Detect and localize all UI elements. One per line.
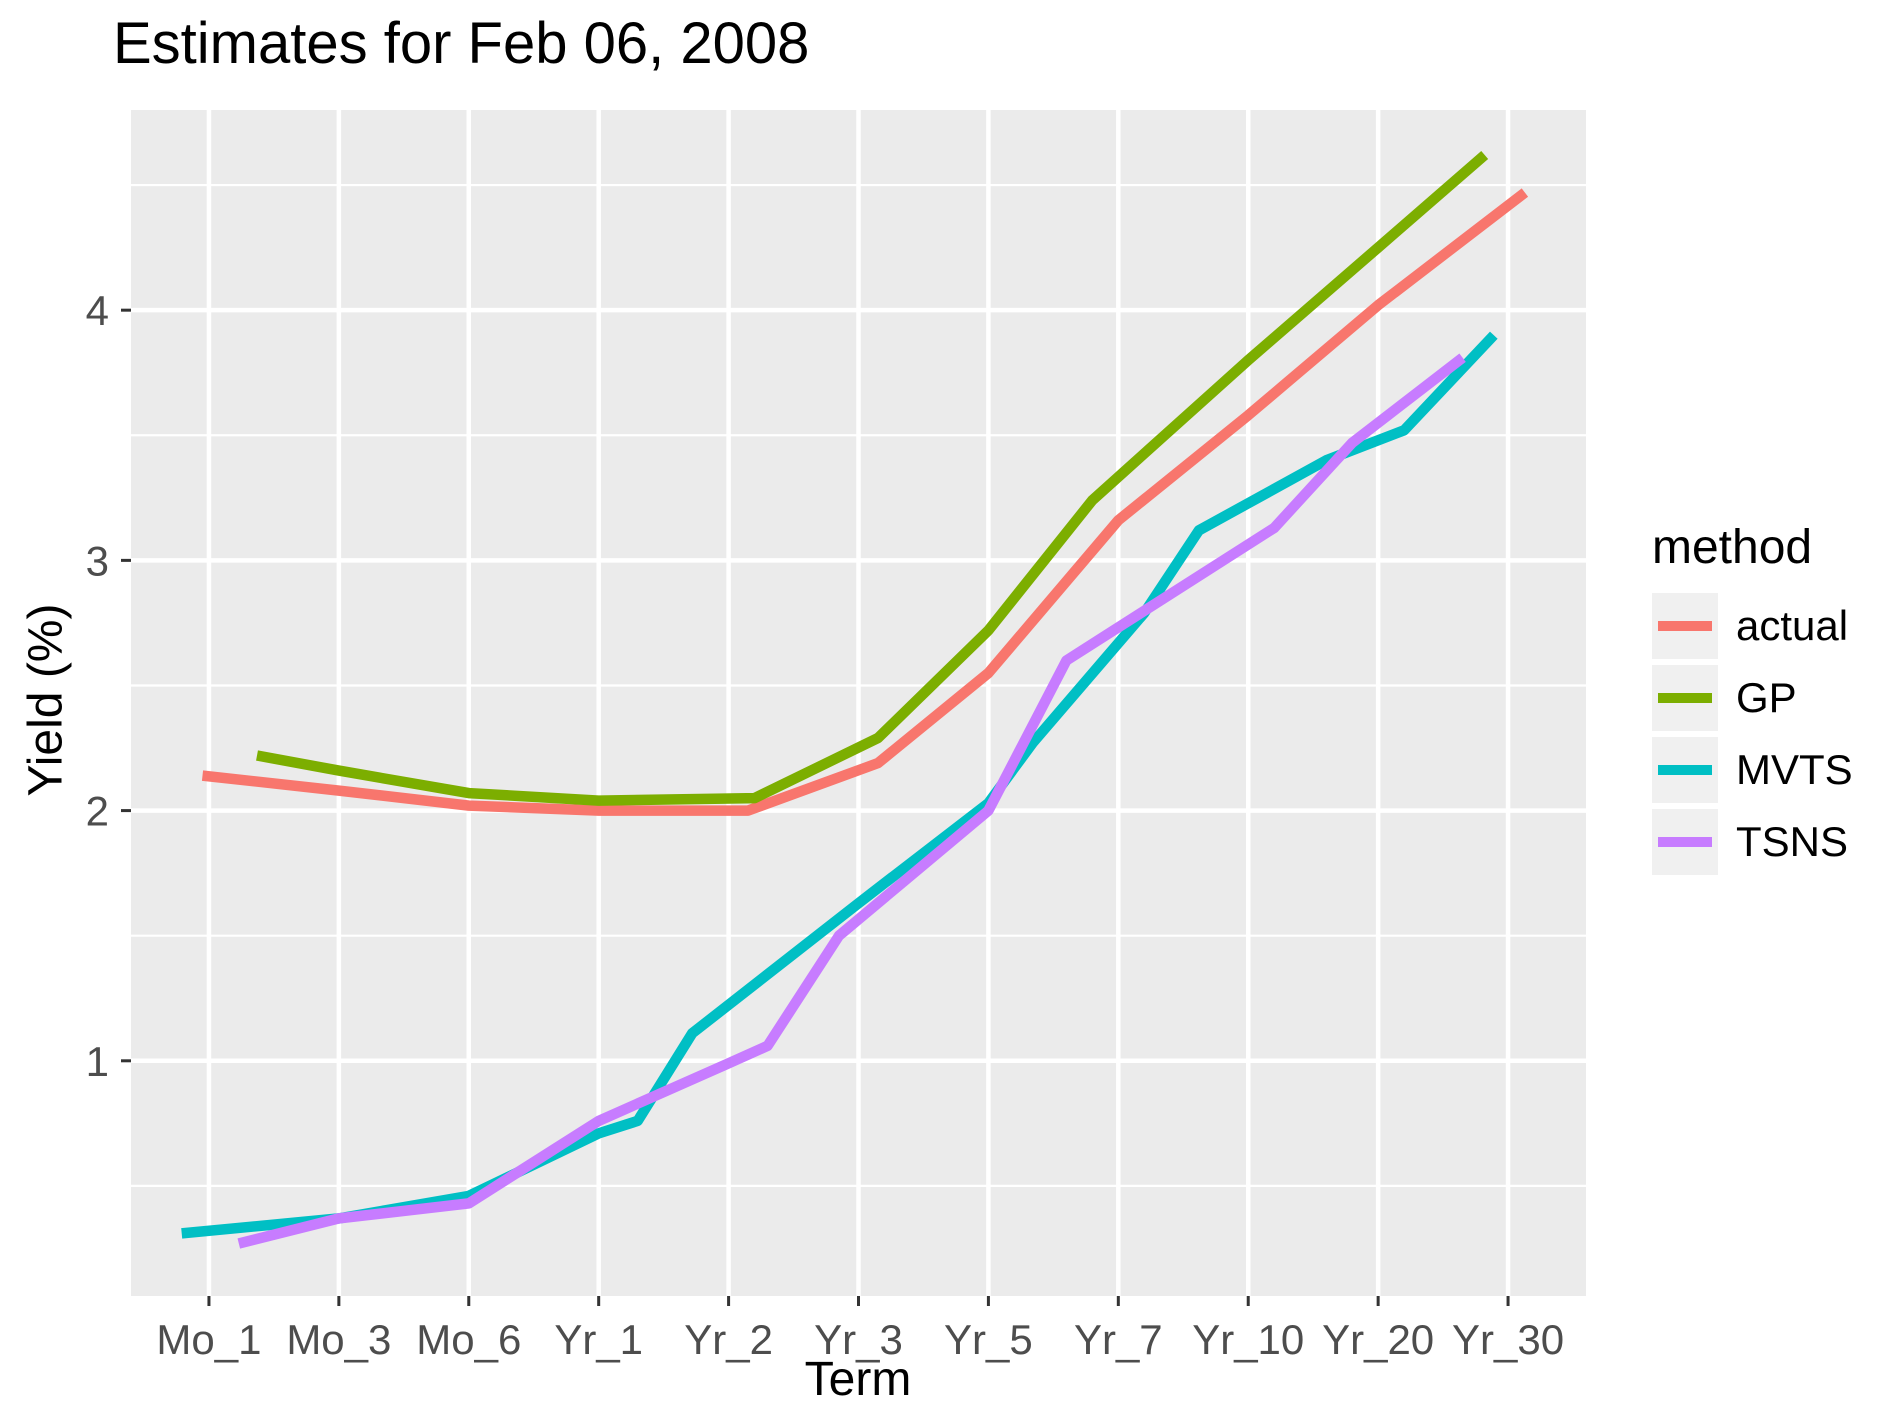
legend-entries: actual GP MVTS TSNS: [1652, 593, 1882, 875]
x-tick-label: Mo_3: [286, 1316, 391, 1363]
legend-label: GP: [1736, 674, 1797, 721]
legend-sample-line-actual: [1658, 621, 1712, 631]
legend-key: [1652, 665, 1718, 731]
plot-title: Estimates for Feb 06, 2008: [113, 11, 810, 76]
legend-sample-line-GP: [1658, 693, 1712, 703]
x-tick-label: Yr_20: [1322, 1316, 1434, 1363]
series-line-GP: [256, 151, 1489, 806]
legend-row-MVTS: MVTS: [1652, 737, 1882, 803]
x-tick-label: Yr_2: [684, 1316, 773, 1363]
x-tick-label: Yr_5: [944, 1316, 1033, 1363]
y-tick-label: 4: [86, 287, 109, 334]
legend-label: actual: [1736, 602, 1849, 649]
series-line-actual: [201, 188, 1529, 816]
x-tick-label: Yr_1: [554, 1316, 643, 1363]
legend-key: [1652, 593, 1718, 659]
legend: method actual GP MVTS TSNS: [1652, 520, 1882, 881]
x-axis-title: Term: [804, 1353, 912, 1406]
legend-key: [1652, 809, 1718, 875]
series-line-TSNS: [237, 353, 1466, 1249]
x-tick-label: Yr_3: [814, 1316, 903, 1363]
y-tick-label: 3: [86, 537, 109, 584]
legend-label: MVTS: [1736, 746, 1853, 793]
y-tick-label: 2: [86, 788, 109, 835]
legend-label: TSNS: [1736, 818, 1849, 865]
y-tick-label: 1: [86, 1038, 109, 1085]
legend-sample-line-TSNS: [1658, 837, 1712, 847]
x-tick-label: Yr_7: [1074, 1316, 1163, 1363]
legend-row-GP: GP: [1652, 665, 1882, 731]
x-tick-label: Mo_6: [416, 1316, 521, 1363]
x-tick-label: Yr_30: [1452, 1316, 1564, 1363]
legend-sample-line-MVTS: [1658, 765, 1712, 775]
legend-key: [1652, 737, 1718, 803]
legend-row-TSNS: TSNS: [1652, 809, 1882, 875]
y-axis-title: Yield (%): [19, 603, 73, 797]
legend-row-actual: actual: [1652, 593, 1882, 659]
x-tick-label: Mo_1: [156, 1316, 261, 1363]
legend-title: method: [1652, 521, 1813, 574]
x-tick-label: Yr_10: [1192, 1316, 1304, 1363]
